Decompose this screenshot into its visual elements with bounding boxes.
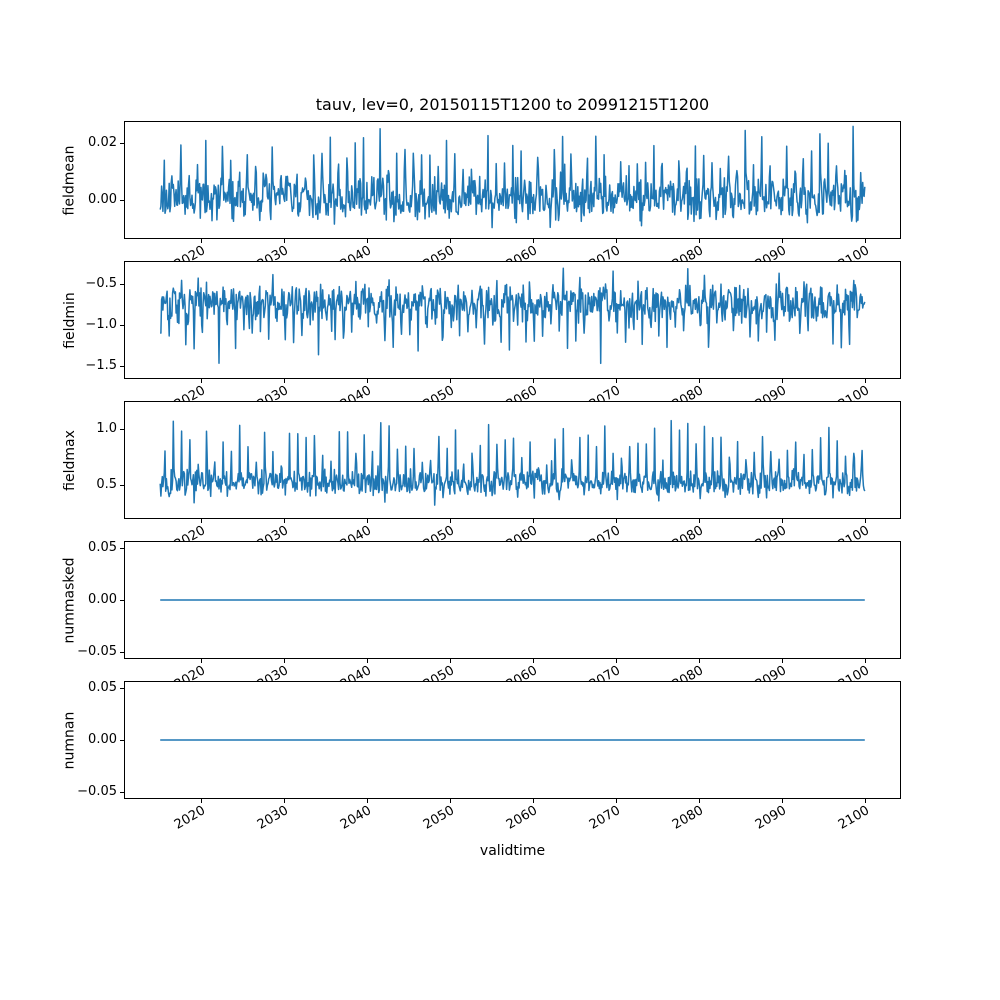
x-tick-mark (533, 519, 534, 523)
x-tick-mark (201, 799, 202, 803)
x-tick-mark (284, 239, 285, 243)
x-tick-mark (782, 659, 783, 663)
x-tick-mark (450, 239, 451, 243)
x-tick-mark (865, 239, 866, 243)
x-tick-mark (699, 659, 700, 663)
y-tick-label: 0.05 (88, 680, 117, 695)
plot-area-fieldmin (124, 261, 901, 379)
x-tick-mark (284, 799, 285, 803)
x-tick-label: 2060 (503, 803, 540, 833)
x-tick-mark (616, 659, 617, 663)
x-tick-mark (533, 379, 534, 383)
plot-area-fieldmean (124, 121, 901, 239)
x-tick-label: 2050 (420, 803, 457, 833)
x-tick-mark (699, 239, 700, 243)
y-tick-label: 0.00 (88, 732, 117, 747)
plot-area-numnan (124, 681, 901, 799)
x-tick-mark (782, 519, 783, 523)
x-tick-mark (865, 799, 866, 803)
y-tick-mark (120, 688, 124, 689)
y-tick-mark (120, 143, 124, 144)
y-tick-mark (120, 429, 124, 430)
y-tick-label: 0.00 (88, 592, 117, 607)
y-tick-label: −0.05 (77, 644, 117, 659)
x-tick-mark (616, 519, 617, 523)
x-tick-label: 2030 (254, 803, 291, 833)
x-tick-mark (616, 379, 617, 383)
y-tick-mark (120, 325, 124, 326)
y-axis-label-fieldmax: fieldmax (58, 402, 82, 518)
x-axis-label: validtime (479, 843, 546, 859)
x-tick-mark (865, 379, 866, 383)
x-tick-mark (284, 379, 285, 383)
series-line-fieldmax (159, 419, 866, 506)
x-tick-mark (367, 659, 368, 663)
x-tick-mark (865, 519, 866, 523)
x-tick-label: 2090 (752, 803, 789, 833)
y-tick-label: −1.5 (85, 358, 117, 373)
y-tick-mark (120, 740, 124, 741)
x-tick-mark (699, 799, 700, 803)
x-tick-mark (533, 799, 534, 803)
y-tick-label: −0.05 (77, 784, 117, 799)
x-tick-mark (699, 379, 700, 383)
y-tick-mark (120, 284, 124, 285)
x-tick-label: 2020 (171, 803, 208, 833)
y-tick-mark (120, 600, 124, 601)
x-tick-mark (201, 239, 202, 243)
y-tick-mark (120, 548, 124, 549)
x-tick-mark (782, 239, 783, 243)
x-tick-mark (450, 799, 451, 803)
y-tick-label: 0.5 (96, 477, 117, 492)
x-tick-label: 2040 (337, 803, 374, 833)
y-tick-label: 0.02 (88, 135, 117, 150)
x-tick-label: 2070 (586, 803, 623, 833)
y-tick-mark (120, 652, 124, 653)
x-tick-mark (782, 799, 783, 803)
x-tick-label: 2080 (669, 803, 706, 833)
x-tick-mark (284, 659, 285, 663)
x-tick-mark (616, 799, 617, 803)
x-tick-mark (533, 659, 534, 663)
x-tick-mark (782, 379, 783, 383)
x-tick-label: 2100 (835, 803, 872, 833)
chart-title: tauv, lev=0, 20150115T1200 to 20991215T1… (315, 95, 710, 114)
x-tick-mark (367, 519, 368, 523)
y-tick-mark (120, 485, 124, 486)
x-tick-mark (367, 379, 368, 383)
x-tick-mark (201, 519, 202, 523)
x-tick-mark (201, 659, 202, 663)
y-tick-label: −1.0 (85, 317, 117, 332)
x-tick-mark (284, 519, 285, 523)
x-tick-mark (533, 239, 534, 243)
x-tick-mark (367, 799, 368, 803)
plot-area-fieldmax (124, 401, 901, 519)
y-tick-mark (120, 200, 124, 201)
y-tick-label: 0.00 (88, 192, 117, 207)
y-tick-label: −0.5 (85, 276, 117, 291)
x-tick-mark (450, 659, 451, 663)
x-tick-mark (201, 379, 202, 383)
series-line-fieldmean (159, 125, 866, 229)
x-tick-mark (450, 379, 451, 383)
x-tick-mark (450, 519, 451, 523)
plot-area-nummasked (124, 541, 901, 659)
series-line-fieldmin (160, 267, 866, 365)
x-tick-mark (616, 239, 617, 243)
x-tick-mark (865, 659, 866, 663)
y-tick-mark (120, 792, 124, 793)
x-tick-mark (367, 239, 368, 243)
y-tick-label: 0.05 (88, 540, 117, 555)
x-tick-mark (699, 519, 700, 523)
y-tick-mark (120, 366, 124, 367)
y-tick-label: 1.0 (96, 421, 117, 436)
